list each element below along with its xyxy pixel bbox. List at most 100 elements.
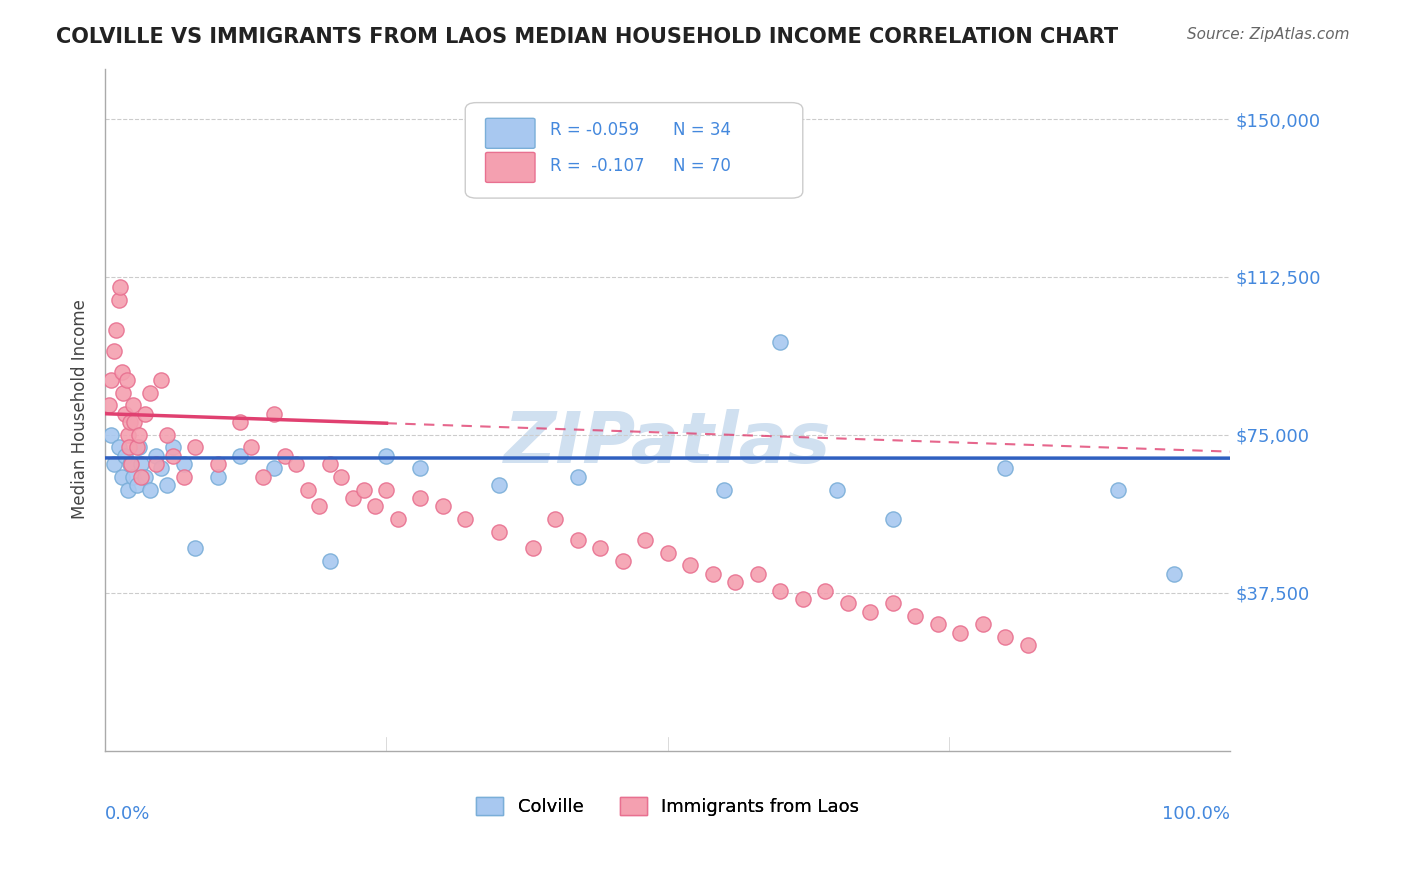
Point [825, 483, 848, 497]
Point [702, 566, 724, 581]
Point [122, 470, 145, 484]
Text: N = 34: N = 34 [673, 121, 731, 139]
Point [319, 457, 342, 471]
Point [173, 457, 195, 471]
Text: R = -0.059: R = -0.059 [550, 121, 638, 139]
Point [125, 478, 148, 492]
Point [792, 591, 814, 606]
Point [882, 596, 904, 610]
Point [156, 478, 179, 492]
Point [375, 449, 398, 463]
Point [100, 373, 122, 387]
Point [927, 617, 949, 632]
Point [949, 625, 972, 640]
Point [129, 470, 152, 484]
Point [114, 407, 136, 421]
Point [145, 457, 167, 471]
Point [263, 461, 285, 475]
Point [240, 441, 263, 455]
Point [342, 491, 364, 505]
Point [747, 566, 769, 581]
Point [1163, 566, 1185, 581]
Point [207, 457, 229, 471]
Point [308, 500, 330, 514]
Point [128, 441, 150, 455]
Point [97, 398, 120, 412]
Point [567, 533, 589, 547]
Point [589, 541, 612, 556]
Point [207, 470, 229, 484]
Point [859, 605, 882, 619]
Point [724, 575, 747, 590]
Point [814, 583, 837, 598]
Point [972, 617, 994, 632]
Point [263, 407, 285, 421]
Legend: Colville, Immigrants from Laos: Colville, Immigrants from Laos [470, 789, 866, 823]
Point [994, 630, 1017, 644]
Point [145, 449, 167, 463]
Point [994, 461, 1017, 475]
Point [353, 483, 375, 497]
Point [297, 483, 319, 497]
Point [679, 558, 702, 573]
Point [128, 427, 150, 442]
Point [567, 470, 589, 484]
Point [387, 512, 409, 526]
Point [156, 427, 179, 442]
Point [162, 449, 184, 463]
Point [274, 449, 297, 463]
Point [454, 512, 477, 526]
Point [115, 373, 138, 387]
Point [120, 457, 142, 471]
Point [882, 512, 904, 526]
Point [107, 441, 129, 455]
Point [150, 461, 173, 475]
Y-axis label: Median Household Income: Median Household Income [72, 300, 89, 519]
Point [229, 415, 252, 429]
Point [364, 500, 387, 514]
Point [112, 385, 135, 400]
Point [285, 457, 308, 471]
Point [100, 427, 122, 442]
Point [114, 449, 136, 463]
Point [118, 441, 141, 455]
Text: COLVILLE VS IMMIGRANTS FROM LAOS MEDIAN HOUSEHOLD INCOME CORRELATION CHART: COLVILLE VS IMMIGRANTS FROM LAOS MEDIAN … [56, 27, 1118, 46]
Text: ZIPatlas: ZIPatlas [505, 409, 831, 478]
Point [103, 343, 125, 358]
Point [544, 512, 567, 526]
Point [634, 533, 657, 547]
Point [129, 457, 152, 471]
Point [105, 322, 128, 336]
FancyBboxPatch shape [465, 103, 803, 198]
Point [904, 608, 927, 623]
Point [330, 470, 353, 484]
FancyBboxPatch shape [485, 153, 536, 183]
Point [769, 583, 792, 598]
Point [122, 398, 145, 412]
Text: 0.0%: 0.0% [105, 805, 150, 823]
Point [150, 373, 173, 387]
Point [134, 407, 156, 421]
Point [1017, 638, 1039, 652]
Point [488, 478, 510, 492]
Point [118, 457, 141, 471]
Point [713, 483, 735, 497]
Point [111, 470, 134, 484]
Point [522, 541, 544, 556]
Point [612, 554, 634, 568]
Point [229, 449, 252, 463]
Point [488, 524, 510, 539]
Point [432, 500, 454, 514]
Point [319, 554, 342, 568]
Point [103, 457, 125, 471]
Point [1107, 483, 1129, 497]
Point [837, 596, 859, 610]
Point [375, 483, 398, 497]
Text: 100.0%: 100.0% [1163, 805, 1230, 823]
Point [252, 470, 274, 484]
Point [134, 470, 156, 484]
Point [125, 441, 148, 455]
FancyBboxPatch shape [485, 119, 536, 148]
Point [162, 441, 184, 455]
Point [124, 415, 146, 429]
